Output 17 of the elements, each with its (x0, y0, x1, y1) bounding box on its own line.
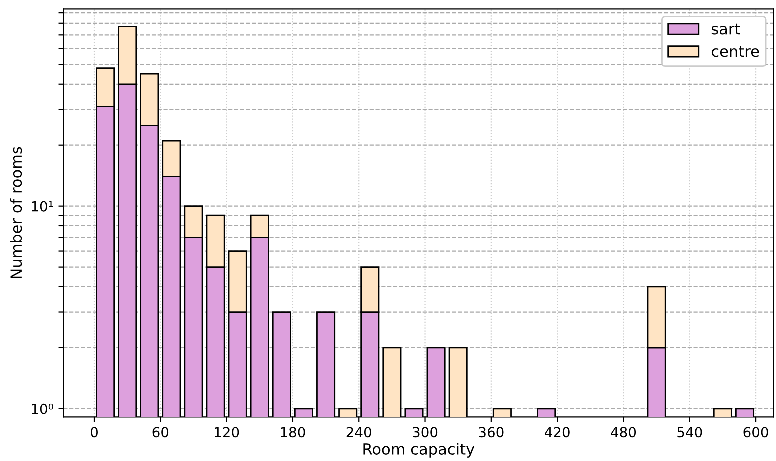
x-tick-label: 360 (479, 427, 504, 438)
x-tick-label: 60 (152, 427, 169, 438)
x-tick-label: 300 (413, 427, 438, 438)
x-tick-label: 540 (678, 427, 702, 438)
y-tick-label: 10⁰ (32, 404, 54, 414)
legend-label: sart (712, 24, 740, 35)
x-tick-label: 120 (215, 427, 240, 438)
x-axis-title: Room capacity (364, 443, 475, 458)
x-tick-label: 180 (281, 427, 306, 438)
x-tick-label: 480 (611, 427, 636, 438)
y-tick-label: 10¹ (32, 201, 54, 212)
x-tick-label: 420 (544, 427, 570, 438)
y-axis-title: Number of rooms (10, 147, 22, 278)
x-tick-label: 240 (346, 427, 372, 438)
x-tick-label: 600 (744, 427, 768, 438)
legend-label: centre (712, 46, 760, 58)
x-tick-label: 0 (91, 427, 98, 438)
